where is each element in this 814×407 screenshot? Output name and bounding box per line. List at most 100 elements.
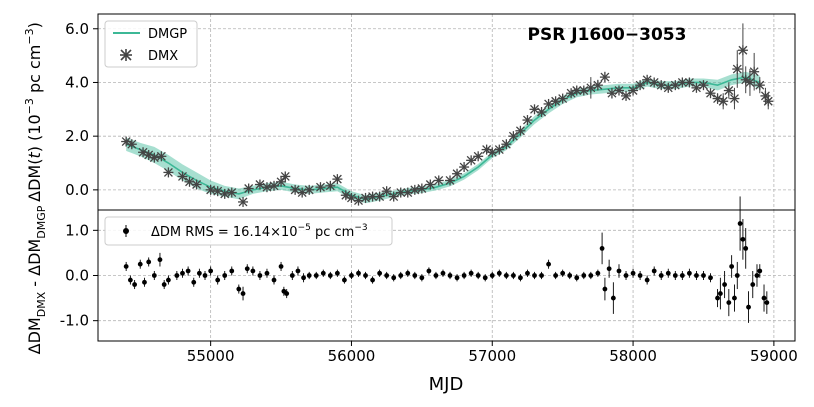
x-tick-label: 57000 (468, 347, 516, 365)
residual-point (599, 232, 605, 265)
residual-point (717, 277, 723, 310)
residual-point (356, 269, 361, 277)
residual-point (665, 268, 671, 278)
top-y-ticks: 0.0 2.0 4.0 6.0 (65, 20, 98, 199)
x-tick-label: 58000 (609, 347, 657, 365)
dmx-point (409, 184, 420, 195)
dmx-point (494, 144, 505, 155)
residual-point (686, 268, 692, 278)
dmx-point (163, 167, 174, 178)
residual-point (349, 271, 354, 280)
x-tick-label: 56000 (328, 347, 376, 365)
residual-point (546, 259, 551, 269)
dmx-point (754, 77, 765, 94)
residual-point (616, 264, 622, 278)
dmx-point (599, 71, 610, 83)
residual-point (737, 196, 743, 251)
dmx-point (684, 77, 695, 88)
residual-point (761, 284, 767, 312)
bottom-y-ticks: -1.0 0.0 1.0 (60, 221, 98, 330)
residual-point (708, 273, 713, 283)
dmx-point (744, 69, 755, 96)
residual-point (236, 284, 242, 294)
residual-point (306, 271, 312, 280)
residual-point (454, 274, 460, 282)
bottom-x-ticks: 55000 56000 57000 58000 59000 (187, 341, 798, 365)
residual-point (588, 271, 594, 280)
residual-point (208, 266, 214, 276)
residual-point (746, 291, 751, 323)
dmx-point (325, 180, 336, 191)
legend-dmgp-label: DMGP (148, 27, 187, 42)
residual-point (271, 275, 277, 285)
residual-point (740, 219, 746, 260)
residual-point (264, 268, 270, 278)
dmx-point (425, 179, 436, 190)
dmx-point (290, 184, 301, 195)
residual-point (289, 270, 295, 281)
dmx-point (219, 188, 230, 199)
residual-point (754, 264, 760, 287)
dmx-point (280, 171, 291, 182)
residual-point (722, 270, 727, 299)
dmx-point (501, 139, 512, 150)
residual-point (384, 271, 390, 280)
top-legend: DMGP DMX (104, 20, 198, 68)
dmx-point (749, 52, 760, 91)
residual-point (419, 274, 425, 282)
dmx-point (243, 183, 254, 194)
dmx-point (360, 192, 371, 203)
residual-point (606, 259, 612, 278)
residual-point (468, 269, 474, 277)
dmx-point (238, 196, 249, 207)
dmx-point (395, 187, 406, 198)
dmx-point (226, 187, 237, 198)
legend-residual-label: ΔDM RMS = 16.14×10−5 pc cm−3 (151, 223, 368, 240)
dmx-point (381, 186, 392, 197)
dmx-point (315, 182, 326, 193)
residual-point (137, 259, 143, 269)
residual-point (581, 271, 587, 280)
dmx-point (536, 107, 547, 117)
residual-point (146, 257, 152, 267)
residual-point (132, 280, 138, 290)
residual-point (123, 261, 129, 271)
top-y-tick-label: 4.0 (65, 73, 89, 91)
dmx-point (763, 93, 774, 110)
residual-point (161, 280, 167, 290)
x-axis-label: MJD (429, 374, 464, 395)
residual-point (489, 271, 495, 280)
residual-point (574, 274, 580, 282)
residual-point (595, 269, 601, 277)
residual-point (151, 270, 157, 281)
residual-point (240, 286, 246, 301)
bottom-legend-box (104, 216, 393, 246)
residual-point (142, 277, 147, 287)
top-y-tick-label: 2.0 (65, 127, 89, 145)
x-tick-label: 55000 (187, 347, 235, 365)
residual-point (412, 271, 418, 280)
residual-point (185, 266, 191, 276)
residual-point (475, 271, 481, 280)
dmx-point (718, 93, 729, 110)
residual-point (510, 271, 516, 280)
dmx-point (529, 104, 540, 115)
residual-point (658, 270, 664, 281)
residual-point (637, 270, 643, 281)
residual-point (391, 274, 397, 282)
residual-point (764, 291, 770, 314)
residual-point (180, 268, 185, 278)
dmx-point (621, 90, 632, 101)
residual-point (757, 264, 763, 278)
residual-point (539, 271, 544, 280)
dmx-point (205, 184, 216, 195)
residual-point (398, 271, 404, 280)
top-panel: 0.0 2.0 4.0 6.0 PSR J1600−3053 DMGP DMX ΔDM… (23, 13, 796, 211)
dmx-point (276, 176, 287, 187)
residual-point (166, 275, 171, 285)
legend-dmx-label: DMX (148, 49, 178, 64)
dmx-point (138, 147, 149, 158)
dmx-point (191, 179, 202, 190)
dmx-point (628, 85, 639, 96)
bottom-y-tick-label: -1.0 (60, 312, 89, 330)
